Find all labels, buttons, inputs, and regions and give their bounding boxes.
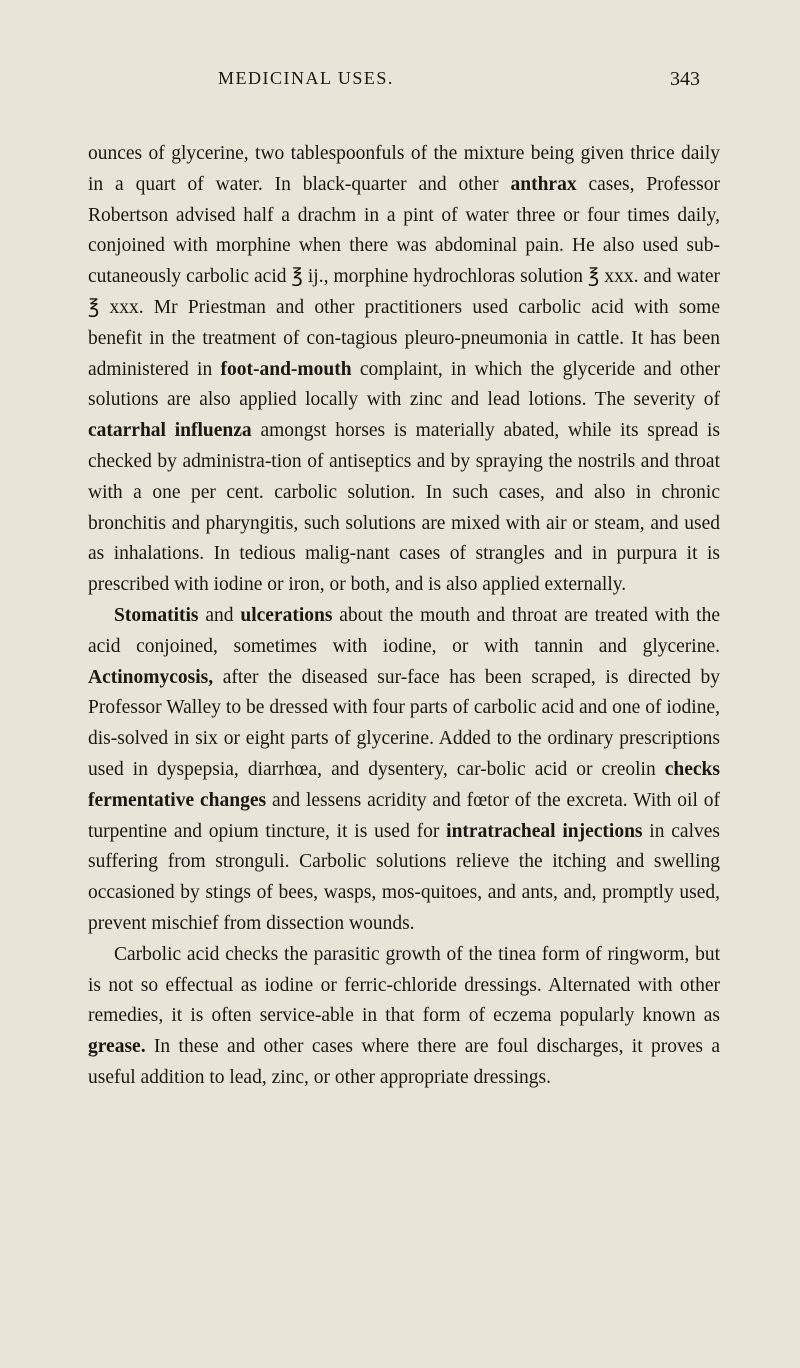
p1-bold-foot-and-mouth: foot-and-mouth [221,359,352,380]
p3-text: In these and other cases where there are… [88,1036,720,1088]
p1-text: cases, Professor Robertson advised half … [88,174,720,380]
paragraph-1: ounces of glycerine, two tablespoonfuls … [88,139,720,601]
p2-bold-intratracheal: intratracheal injections [446,821,642,842]
p3-bold-grease: grease. [88,1036,146,1057]
body-text: ounces of glycerine, two tablespoonfuls … [88,139,720,1094]
p1-bold-catarrhal-influenza: catarrhal influenza [88,420,252,441]
page-header: MEDICINAL USES. 343 [88,68,720,91]
paragraph-3: Carbolic acid checks the parasitic growt… [88,940,720,1094]
paragraph-2: Stomatitis and ulcerations about the mou… [88,601,720,940]
p2-text: and [199,605,241,626]
header-title: MEDICINAL USES. [218,68,394,91]
p1-bold-anthrax: anthrax [510,174,576,195]
p2-bold-actinomycosis: Actinomycosis, [88,667,213,688]
p3-text: Carbolic acid checks the parasitic growt… [88,944,720,1027]
p2-bold-stomatitis: Stomatitis [114,605,199,626]
p1-text: amongst horses is materially abated, whi… [88,420,720,595]
page-number: 343 [670,68,700,91]
p2-bold-ulcerations: ulcerations [240,605,332,626]
